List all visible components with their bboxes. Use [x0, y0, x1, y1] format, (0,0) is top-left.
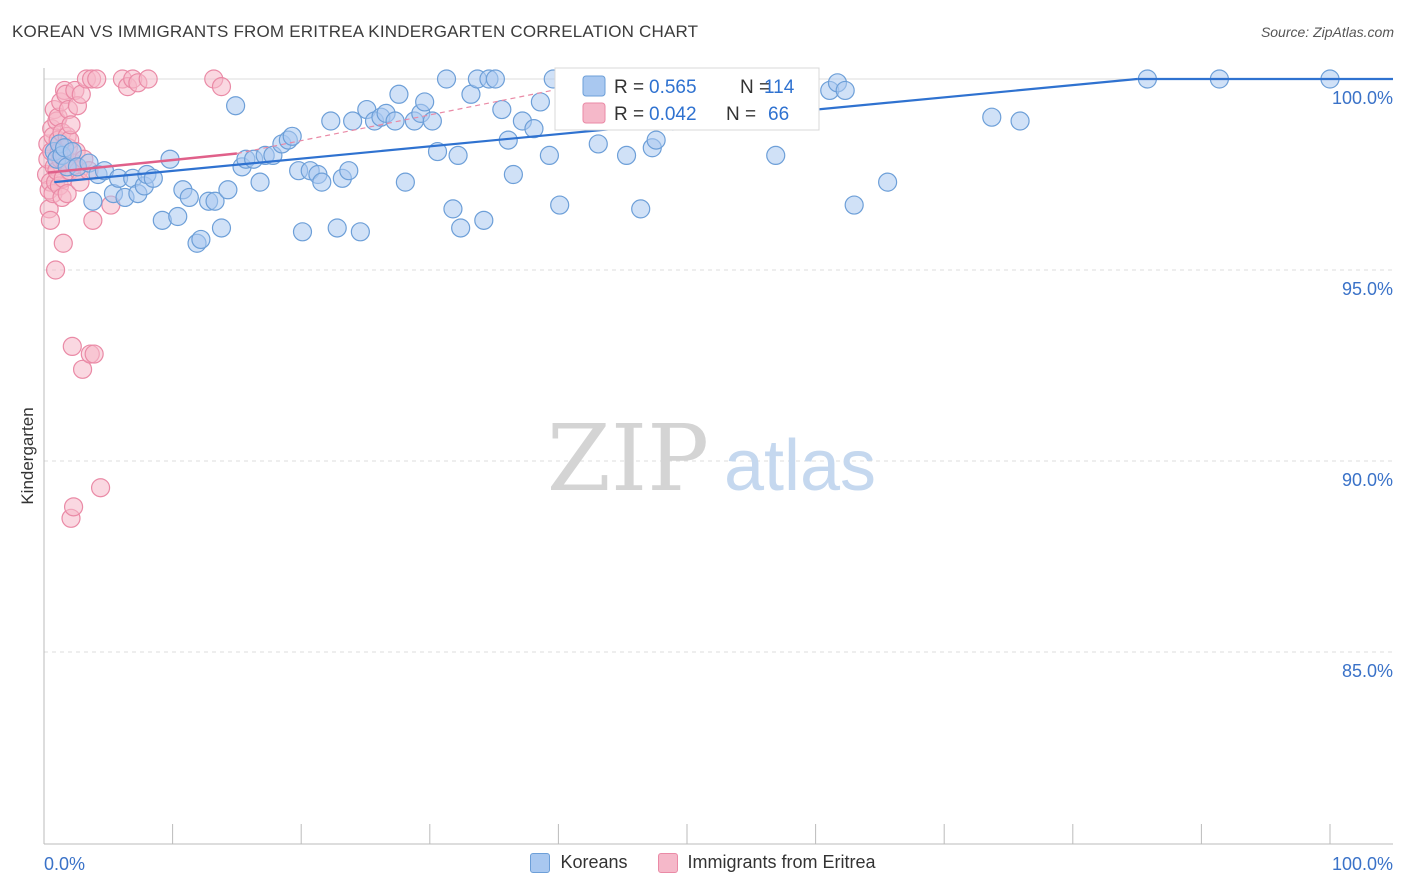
- korean-point: [168, 206, 188, 227]
- korean-point: [631, 199, 651, 219]
- korean-point: [1010, 111, 1030, 131]
- legend-n-value-koreans: 114: [764, 77, 795, 98]
- legend-n-label: N =: [740, 77, 770, 98]
- legend-r-label: R =: [614, 77, 644, 98]
- korean-point: [422, 111, 442, 131]
- korean-point: [339, 161, 359, 181]
- x-tick-label-min: 0.0%: [44, 854, 85, 874]
- axes: [43, 68, 1393, 845]
- korean-point: [451, 218, 471, 238]
- watermark-atlas: atlas: [724, 426, 876, 506]
- watermark: ZIP atlas: [547, 405, 876, 512]
- eritrea-point: [45, 260, 66, 280]
- korean-point: [550, 195, 570, 215]
- korean-point: [485, 69, 505, 89]
- korean-point: [443, 199, 463, 219]
- legend-item-koreans[interactable]: Koreans: [530, 852, 628, 873]
- korean-point: [321, 111, 341, 131]
- legend-n-label: N =: [726, 104, 756, 125]
- watermark-zip: ZIP: [547, 405, 709, 512]
- korean-point: [191, 229, 211, 250]
- legend-r-label: R =: [614, 104, 644, 125]
- eritrea-point: [72, 359, 93, 379]
- korean-point: [350, 222, 370, 242]
- trend-lines: [47, 77, 1393, 184]
- korean-point: [766, 145, 786, 165]
- y-tick-label: 100.0%: [1332, 88, 1393, 108]
- y-tick-label: 95.0%: [1342, 279, 1393, 299]
- y-axis-label: Kindergarten: [18, 407, 37, 504]
- korean-point: [844, 195, 864, 215]
- korean-point: [385, 111, 405, 131]
- legend-label-eritrea: Immigrants from Eritrea: [687, 852, 876, 872]
- korean-point: [616, 145, 637, 165]
- eritrea-trend-line: [47, 152, 238, 174]
- korean-point: [211, 218, 232, 238]
- legend-r-value-eritrea: 0.042: [649, 104, 697, 125]
- korean-point: [83, 191, 103, 211]
- legend-n-value-eritrea: 66: [768, 104, 789, 125]
- legend-swatch-koreans: [530, 852, 551, 873]
- korean-point: [282, 126, 302, 146]
- korean-point: [218, 180, 238, 200]
- korean-point: [474, 210, 494, 230]
- legend-bottom: Koreans Immigrants from Eritrea: [0, 852, 1406, 873]
- korean-point: [878, 172, 898, 192]
- y-tick-label: 90.0%: [1342, 470, 1393, 490]
- eritrea-point: [90, 478, 111, 498]
- korean-point: [250, 172, 270, 192]
- legend-swatch-eritrea: [582, 102, 606, 124]
- korean-point: [389, 84, 409, 104]
- eritrea-point: [83, 210, 103, 230]
- source-label: Source: ZipAtlas.com: [1260, 24, 1394, 40]
- korean-points: [44, 69, 1340, 253]
- legend-label-koreans: Koreans: [560, 852, 628, 872]
- korean-point: [436, 69, 457, 89]
- legend-r-value-koreans: 0.565: [649, 77, 697, 98]
- legend-top: R = 0.565 N = 114 R = 0.042 N = 66: [554, 67, 820, 131]
- korean-point: [646, 130, 666, 150]
- eritrea-point: [211, 77, 232, 97]
- eritrea-point: [53, 233, 73, 253]
- korean-point: [312, 172, 332, 192]
- y-tick-labels: 100.0% 95.0% 90.0% 85.0%: [1332, 88, 1393, 681]
- korean-point: [448, 145, 468, 165]
- eritrea-point: [57, 184, 77, 204]
- korean-point: [179, 187, 199, 208]
- eritrea-point: [61, 115, 81, 135]
- korean-point: [539, 145, 559, 165]
- korean-point: [982, 107, 1002, 127]
- eritrea-point: [40, 210, 61, 230]
- korean-point: [226, 96, 246, 116]
- korean-point: [205, 191, 225, 211]
- eritrea-point: [62, 336, 82, 356]
- korean-point: [292, 222, 313, 242]
- korean-point: [530, 92, 550, 112]
- legend-swatch-koreans: [582, 75, 606, 97]
- y-tick-label: 85.0%: [1342, 661, 1393, 681]
- korean-point: [327, 218, 347, 238]
- eritrea-point: [87, 69, 107, 89]
- korean-point: [395, 172, 415, 192]
- eritrea-point: [138, 69, 158, 89]
- korean-point: [588, 134, 608, 154]
- legend-item-eritrea[interactable]: Immigrants from Eritrea: [657, 852, 876, 873]
- korean-point: [503, 164, 523, 185]
- legend-swatch-eritrea: [657, 852, 678, 873]
- eritrea-point: [84, 344, 104, 364]
- korean-point: [835, 80, 855, 101]
- chart-title: KOREAN VS IMMIGRANTS FROM ERITREA KINDER…: [12, 22, 699, 41]
- korean-trend-line: [54, 77, 1138, 184]
- korean-point: [492, 99, 512, 120]
- korean-point: [524, 119, 544, 139]
- x-tick-label-max: 100.0%: [1332, 854, 1393, 874]
- korean-point: [415, 92, 435, 112]
- eritrea-point: [63, 497, 84, 517]
